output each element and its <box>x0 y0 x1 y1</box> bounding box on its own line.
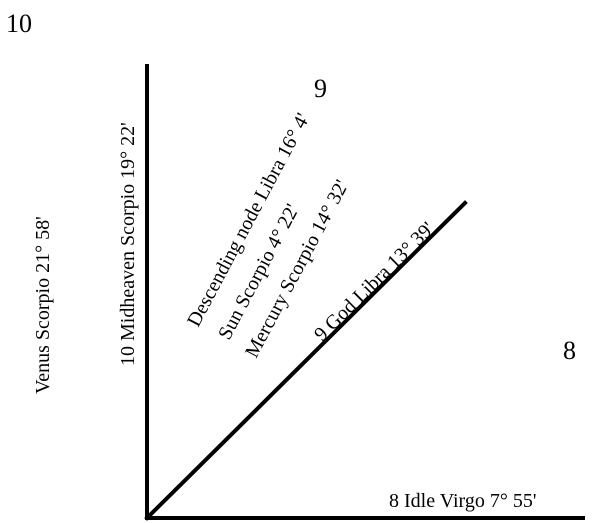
house-number-9: 9 <box>314 74 327 103</box>
god-label: 9 God Libra 13° 39' <box>310 218 439 346</box>
house-number-10: 10 <box>6 9 32 38</box>
venus-label: Venus Scorpio 21° 58' <box>32 216 54 394</box>
house-number-8: 8 <box>563 336 576 365</box>
idle-label: 8 Idle Virgo 7° 55' <box>389 490 536 512</box>
midheaven-label: 10 Midheaven Scorpio 19° 22' <box>117 122 139 366</box>
diagonal-cusp-line <box>144 200 468 521</box>
